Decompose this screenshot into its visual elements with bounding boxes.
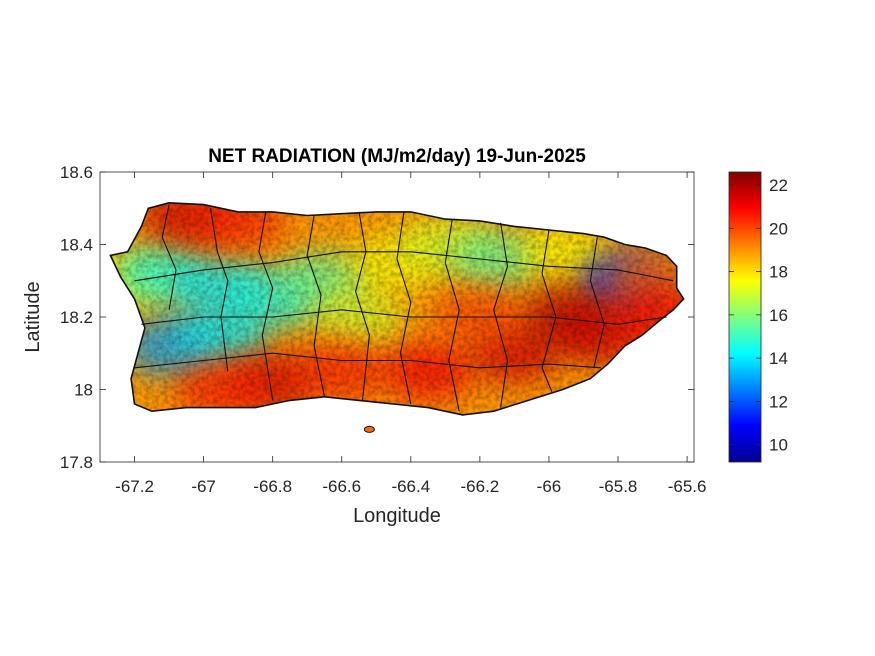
x-tick-label: -66.6 [322, 477, 361, 496]
municipality-boundary [306, 215, 326, 397]
municipality-boundary [589, 237, 605, 368]
municipality-boundary [134, 251, 674, 282]
x-axis-label: Longitude [353, 505, 441, 527]
x-tick-label: -67 [191, 477, 216, 496]
municipality-boundary [541, 229, 557, 394]
municipality-boundary [396, 211, 412, 405]
colorbar-tick-label: 16 [769, 306, 788, 325]
x-tick-label: -66.2 [461, 477, 500, 496]
y-axis-label: Latitude [22, 281, 44, 352]
colorbar-tick-label: 18 [769, 263, 788, 282]
colorbar-ticks: 22 20 18 16 14 12 10 [729, 176, 788, 455]
y-tick-label: 17.8 [60, 453, 93, 472]
colorbar-tick-label: 12 [769, 392, 788, 411]
municipality-boundary [134, 352, 601, 369]
y-tick-label: 18.4 [60, 236, 93, 255]
coastline [109, 201, 685, 416]
chart-title: NET RADIATION (MJ/m2/day) 19-Jun-2025 [208, 146, 586, 167]
x-tick-label: -65.6 [668, 477, 707, 496]
colorbar-tick-label: 14 [769, 349, 788, 368]
colorbar-tick-label: 22 [769, 176, 788, 195]
y-tick-label: 18.2 [60, 308, 93, 327]
x-tick-label: -65.8 [599, 477, 638, 496]
x-tick-label: -66 [537, 477, 562, 496]
y-axis-ticks: 18.6 18.4 18.2 18 17.8 [60, 163, 694, 472]
x-tick-label: -66.4 [391, 477, 430, 496]
colorbar-tick-label: 20 [769, 219, 788, 238]
y-tick-label: 18.6 [60, 163, 93, 182]
municipality-boundary [209, 208, 229, 372]
x-tick-label: -67.2 [115, 477, 154, 496]
colorbar-tick-label: 10 [769, 436, 788, 455]
municipality-boundary [355, 211, 370, 401]
municipality-boundary [258, 211, 274, 401]
islet [363, 425, 375, 433]
radiation-field [110, 202, 684, 415]
islets [363, 425, 375, 433]
colorbar [728, 171, 762, 463]
municipality-boundary [444, 219, 460, 412]
x-tick-label: -66.8 [253, 477, 292, 496]
municipality-boundary [493, 222, 509, 408]
y-tick-label: 18 [74, 381, 93, 400]
municipality-boundary [141, 309, 667, 325]
municipality-boundaries [134, 204, 674, 412]
municipality-boundary [161, 204, 177, 310]
x-axis-ticks: -67.2 -67 -66.8 -66.6 -66.4 -66.2 -66 -65.8 -65.… [115, 172, 706, 496]
